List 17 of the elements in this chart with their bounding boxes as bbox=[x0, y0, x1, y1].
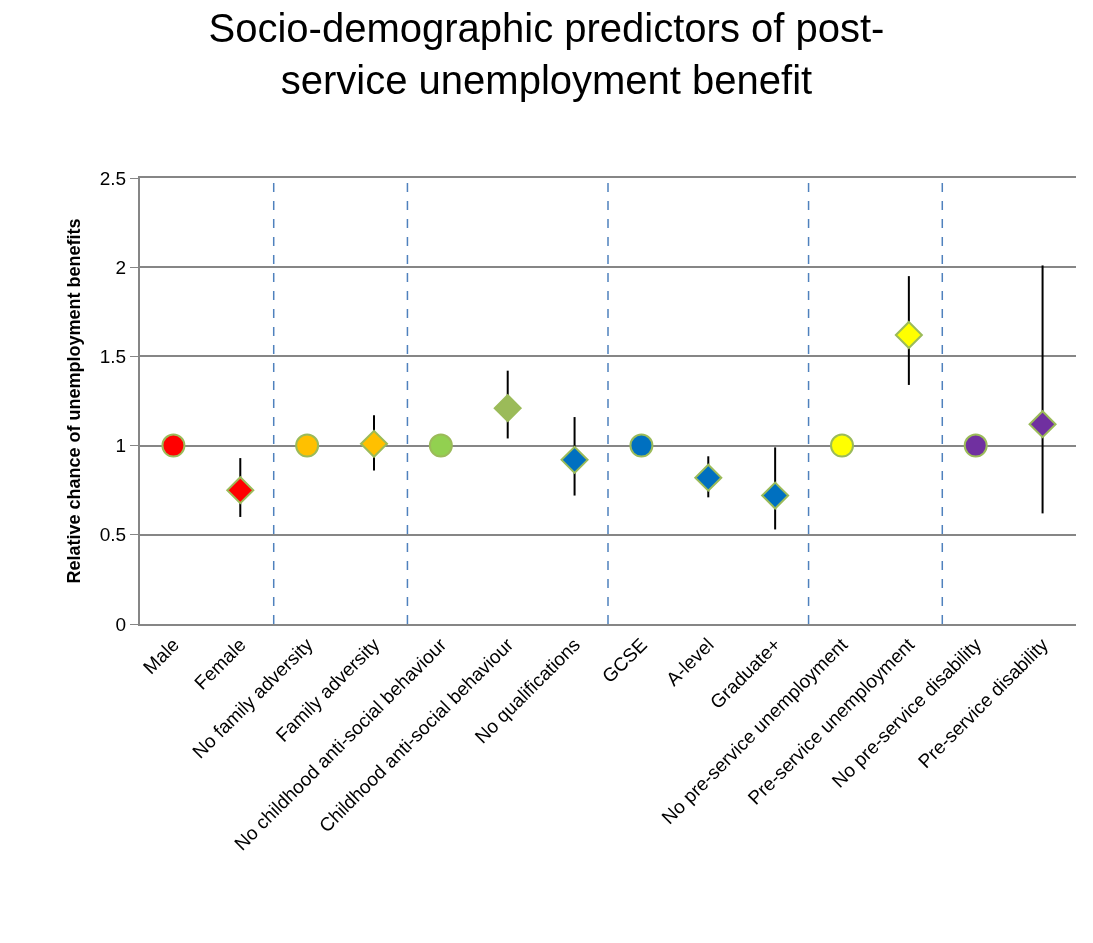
point bbox=[830, 433, 854, 458]
y-tick-label: 0 bbox=[115, 613, 127, 635]
point bbox=[161, 433, 186, 458]
point bbox=[694, 463, 723, 492]
point bbox=[428, 433, 453, 458]
y-axis-title: Relative chance of unemployment benefits bbox=[64, 218, 85, 584]
y-tick-label: 2.5 bbox=[99, 167, 127, 189]
point bbox=[963, 433, 988, 458]
point bbox=[761, 481, 790, 510]
y-tick-label: 1 bbox=[115, 435, 127, 457]
y-tick-label: 0.5 bbox=[99, 524, 127, 546]
y-tick-label: 2 bbox=[115, 256, 127, 278]
y-tick-label: 1.5 bbox=[99, 346, 127, 368]
point bbox=[560, 445, 589, 474]
chart-title: Socio-demographic predictors of post- service unemployment benefit bbox=[208, 6, 885, 103]
point bbox=[493, 394, 522, 423]
point bbox=[295, 433, 320, 458]
